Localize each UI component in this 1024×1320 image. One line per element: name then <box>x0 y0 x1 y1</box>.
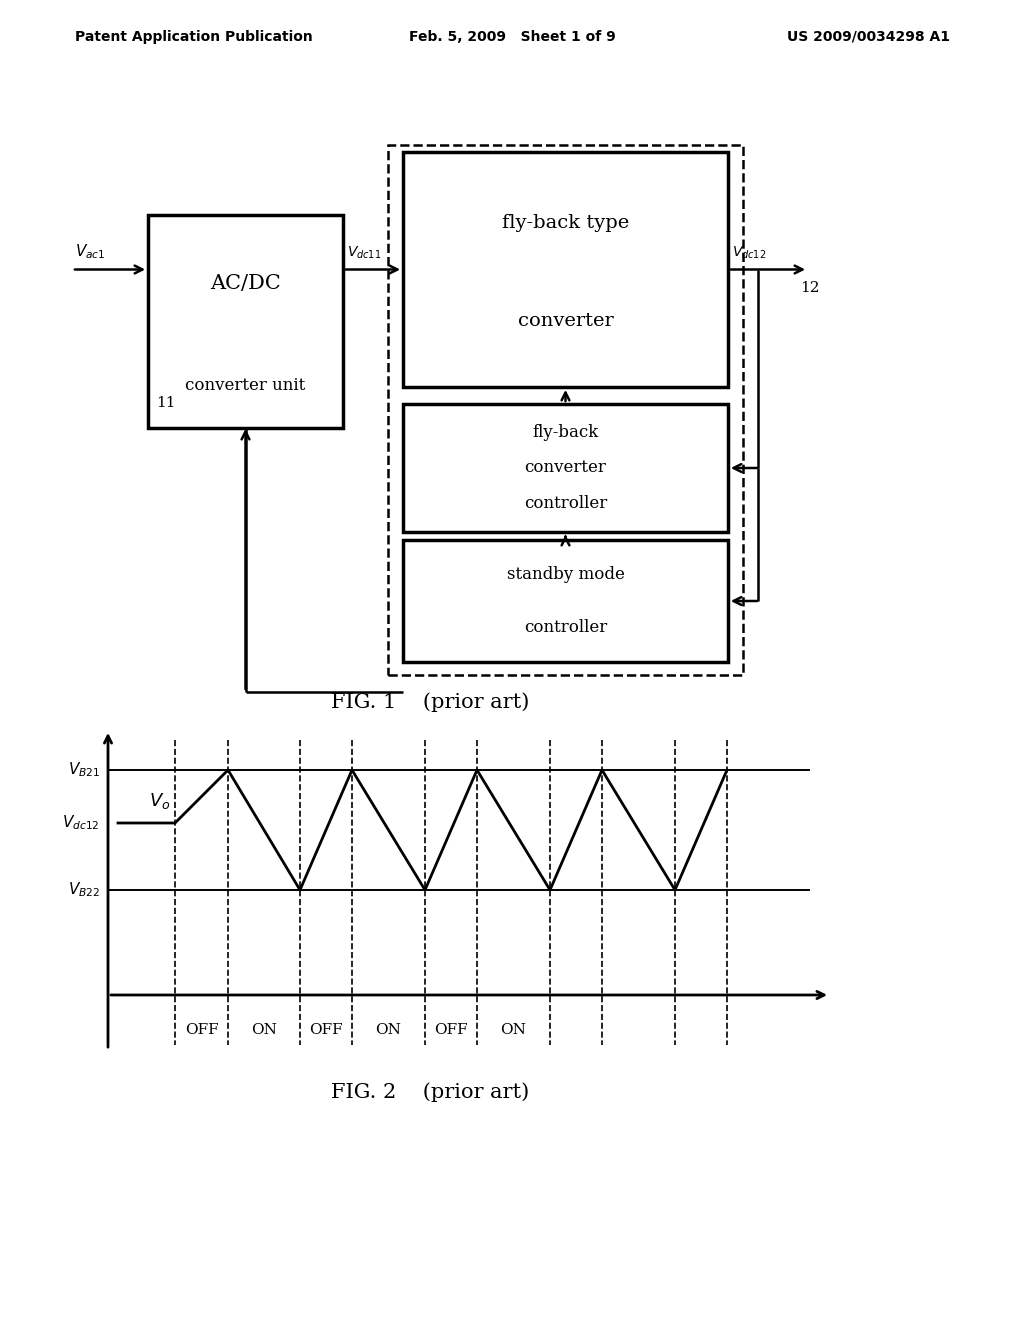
Text: OFF: OFF <box>309 1023 343 1038</box>
Text: AC/DC: AC/DC <box>210 273 281 293</box>
Text: OFF: OFF <box>184 1023 218 1038</box>
Bar <box>403 152 728 387</box>
Text: controller: controller <box>524 495 607 512</box>
Text: $V_{dc12}$: $V_{dc12}$ <box>732 246 766 261</box>
Text: converter: converter <box>517 313 613 330</box>
Text: $V_{o}$: $V_{o}$ <box>150 791 171 810</box>
Bar <box>148 215 343 428</box>
Text: fly-back type: fly-back type <box>502 214 629 231</box>
Text: ON: ON <box>501 1023 526 1038</box>
Bar <box>388 145 743 675</box>
Text: $V_{B22}$: $V_{B22}$ <box>68 880 100 899</box>
Text: FIG. 1    (prior art): FIG. 1 (prior art) <box>331 692 529 711</box>
Text: converter: converter <box>524 459 606 477</box>
Text: $V_{B21}$: $V_{B21}$ <box>68 760 100 779</box>
Text: fly-back: fly-back <box>532 424 599 441</box>
Text: FIG. 2    (prior art): FIG. 2 (prior art) <box>331 1082 529 1102</box>
Text: $V_{dc12}$: $V_{dc12}$ <box>62 813 100 833</box>
Text: ON: ON <box>251 1023 276 1038</box>
Bar <box>403 404 728 532</box>
Text: $V_{dc11}$: $V_{dc11}$ <box>347 246 381 261</box>
Text: Patent Application Publication: Patent Application Publication <box>75 30 312 44</box>
Bar <box>403 540 728 663</box>
Text: standby mode: standby mode <box>507 566 625 582</box>
Text: $V_{ac1}$: $V_{ac1}$ <box>75 243 105 261</box>
Text: controller: controller <box>524 619 607 636</box>
Text: OFF: OFF <box>434 1023 468 1038</box>
Text: ON: ON <box>376 1023 401 1038</box>
Text: Feb. 5, 2009   Sheet 1 of 9: Feb. 5, 2009 Sheet 1 of 9 <box>409 30 615 44</box>
Text: 11: 11 <box>156 396 175 411</box>
Text: 12: 12 <box>800 281 819 294</box>
Text: US 2009/0034298 A1: US 2009/0034298 A1 <box>787 30 950 44</box>
Text: converter unit: converter unit <box>185 378 305 393</box>
